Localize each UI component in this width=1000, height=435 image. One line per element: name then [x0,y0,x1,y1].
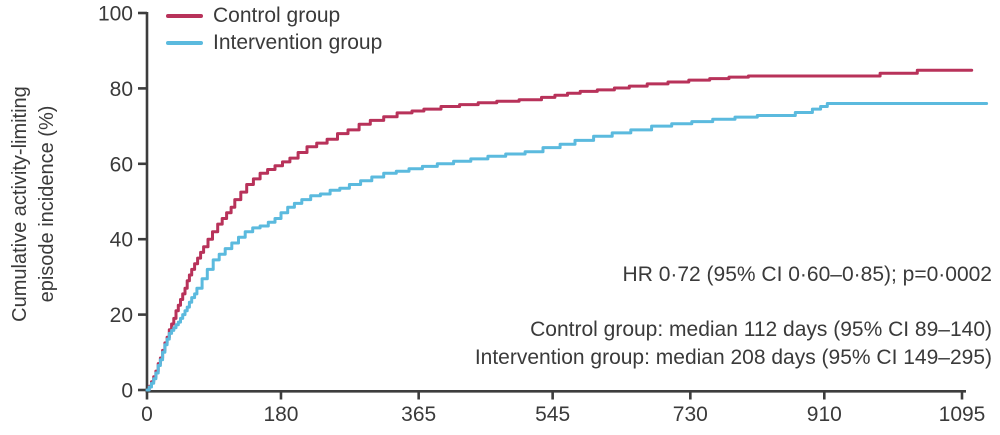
legend-item-control: Control group [166,2,382,29]
intervention-group-curve [145,102,989,392]
y-axis-label-line2: episode incidence (%) [36,105,58,303]
legend-label-control: Control group [213,3,341,27]
x-tick-label: 545 [535,403,570,426]
y-tick-label: 100 [98,3,133,26]
x-tick-label: 0 [141,403,153,426]
y-axis-label-line1: Cumulative activity-limiting [9,86,31,322]
hazard-ratio-annotation: HR 0·72 (95% CI 0·60–0·85); p=0·0002 [622,263,992,286]
legend-label-intervention: Intervention group [213,30,383,54]
y-tick-label: 40 [110,229,133,252]
x-tick-label: 730 [673,403,708,426]
x-tick-label: 1095 [939,403,986,426]
y-tick-label: 20 [110,304,133,327]
y-tick-label: 0 [121,380,133,403]
control-group-curve [145,68,974,392]
control-median-annotation: Control group: median 112 days (95% CI 8… [530,318,992,341]
legend-item-intervention: Intervention group [166,29,382,56]
y-axis-label: Cumulative activity-limiting episode inc… [6,39,62,369]
x-tick-label: 365 [401,403,436,426]
y-tick-label: 80 [110,78,133,101]
control-line-swatch [166,13,203,18]
y-tick-label: 60 [110,153,133,176]
legend: Control group Intervention group [166,2,382,56]
x-tick-label: 910 [807,403,842,426]
intervention-median-annotation: Intervention group: median 208 days (95%… [474,346,992,369]
intervention-line-swatch [166,40,203,45]
x-tick-label: 180 [263,403,298,426]
median-annotations: Control group: median 112 days (95% CI 8… [475,316,992,372]
